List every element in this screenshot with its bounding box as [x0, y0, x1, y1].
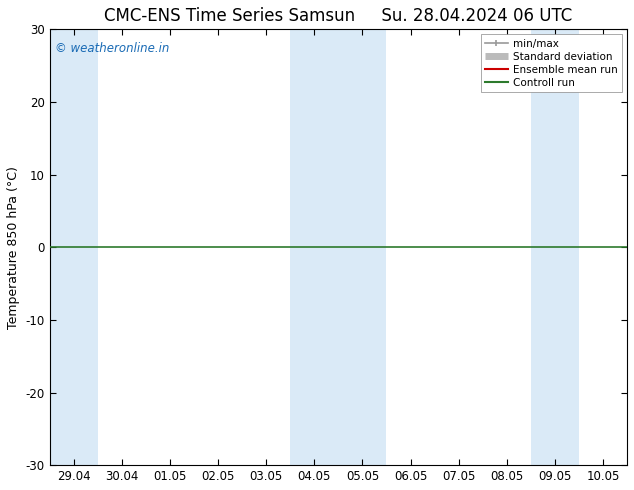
Bar [49, 29, 98, 465]
Text: © weatheronline.in: © weatheronline.in [55, 42, 170, 55]
Title: CMC-ENS Time Series Samsun     Su. 28.04.2024 06 UTC: CMC-ENS Time Series Samsun Su. 28.04.202… [104, 7, 573, 25]
Legend: min/max, Standard deviation, Ensemble mean run, Controll run: min/max, Standard deviation, Ensemble me… [481, 34, 622, 92]
Bar [531, 29, 579, 465]
Bar [339, 29, 387, 465]
Bar [290, 29, 339, 465]
Y-axis label: Temperature 850 hPa (°C): Temperature 850 hPa (°C) [7, 166, 20, 329]
